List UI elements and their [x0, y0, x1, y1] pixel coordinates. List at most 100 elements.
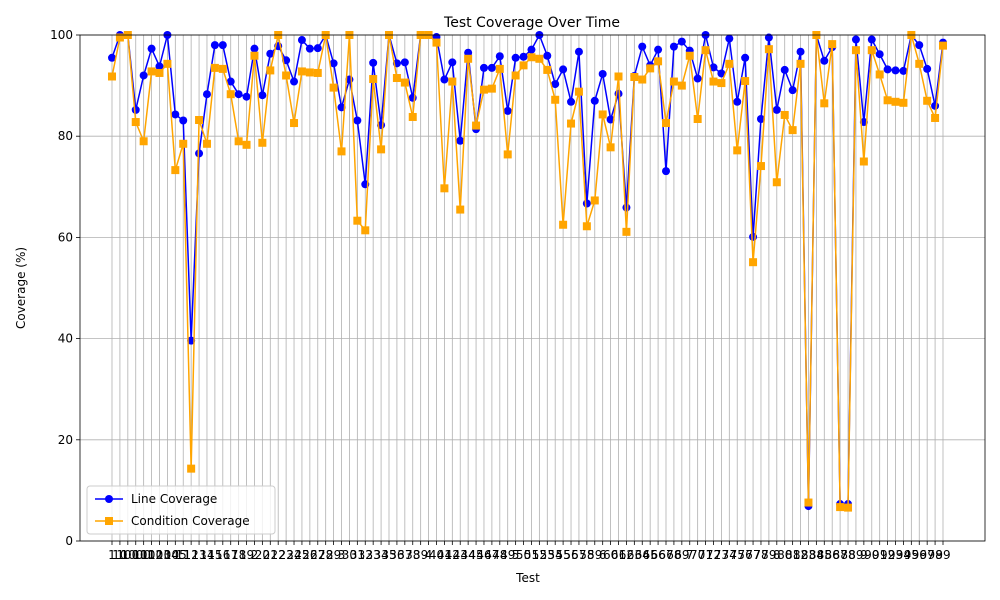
x-tick-label: 105	[164, 548, 187, 562]
marker	[511, 71, 520, 80]
marker	[788, 126, 797, 135]
x-tick-label: 96	[912, 548, 927, 562]
marker	[701, 46, 710, 55]
marker	[733, 97, 742, 106]
marker	[780, 110, 789, 119]
marker	[590, 196, 599, 205]
marker	[353, 116, 362, 125]
marker	[669, 77, 678, 86]
marker	[210, 41, 219, 50]
marker	[828, 40, 837, 49]
marker	[899, 66, 908, 75]
x-tick-label: 86	[825, 548, 840, 562]
marker	[567, 119, 576, 128]
x-tick-label: 91	[872, 548, 887, 562]
marker	[559, 220, 568, 229]
marker	[147, 67, 156, 76]
marker	[155, 68, 164, 77]
marker	[369, 75, 378, 84]
marker	[258, 138, 267, 147]
x-tick-label: 53	[540, 548, 555, 562]
x-tick-label: 87	[832, 548, 847, 562]
marker	[622, 203, 631, 212]
x-tick-label: 70	[690, 548, 705, 562]
x-tick-label: 92	[880, 548, 895, 562]
marker	[503, 150, 512, 159]
marker	[195, 149, 204, 158]
marker	[242, 140, 251, 149]
marker	[456, 136, 465, 145]
x-tick-label: 22	[271, 548, 286, 562]
x-tick-label: 32	[358, 548, 373, 562]
x-tick-label: 39	[413, 548, 428, 562]
x-tick-label: 99	[935, 548, 950, 562]
marker	[875, 70, 884, 79]
x-tick-label: 33	[366, 548, 381, 562]
marker	[479, 85, 488, 94]
marker	[456, 205, 465, 214]
x-tick-label: 10	[112, 548, 127, 562]
marker	[234, 90, 243, 99]
marker	[353, 216, 362, 225]
marker	[567, 97, 576, 106]
marker	[535, 54, 544, 63]
marker	[741, 77, 750, 86]
marker	[519, 61, 528, 70]
marker	[725, 59, 734, 68]
marker	[226, 90, 235, 99]
marker	[329, 83, 338, 92]
marker	[931, 113, 940, 122]
legend: Line Coverage Condition Coverage	[86, 485, 276, 535]
x-tick-label: 28	[318, 548, 333, 562]
marker	[266, 66, 275, 75]
marker	[472, 121, 481, 130]
marker	[202, 90, 211, 99]
legend-label: Condition Coverage	[131, 514, 250, 528]
x-tick-label: 85	[817, 548, 832, 562]
marker	[915, 59, 924, 68]
marker	[859, 157, 868, 166]
x-tick-label: 42	[445, 548, 460, 562]
marker	[551, 80, 560, 89]
x-tick-label: 57	[571, 548, 586, 562]
marker	[377, 145, 386, 154]
x-tick-label: 41	[437, 548, 452, 562]
marker	[250, 44, 259, 53]
marker	[662, 119, 670, 128]
marker	[519, 52, 528, 61]
marker	[788, 86, 797, 95]
x-tick-label: 5	[512, 548, 520, 562]
x-tick-label: 14	[199, 548, 214, 562]
x-tick-label: 66	[650, 548, 665, 562]
marker	[867, 46, 876, 55]
marker	[844, 503, 853, 512]
x-tick-label: 8	[773, 548, 781, 562]
x-tick-label: 36	[389, 548, 404, 562]
marker	[313, 68, 322, 77]
x-tick-label: 6	[599, 548, 607, 562]
marker	[195, 116, 204, 125]
y-tick-label: 60	[58, 230, 73, 244]
x-tick-label: 82	[793, 548, 808, 562]
legend-label: Line Coverage	[131, 492, 217, 506]
marker	[709, 77, 718, 86]
x-tick-label: 20	[255, 548, 270, 562]
marker	[258, 91, 267, 100]
marker	[432, 38, 441, 47]
x-tick-label: 54	[548, 548, 563, 562]
marker	[764, 33, 773, 42]
x-tick-label: 18	[231, 548, 246, 562]
marker	[764, 45, 773, 54]
x-tick-label: 43	[453, 548, 468, 562]
marker	[487, 84, 496, 93]
x-tick-label: 89	[848, 548, 863, 562]
marker	[139, 137, 148, 146]
marker	[495, 64, 504, 73]
plot	[108, 31, 947, 512]
marker	[187, 336, 196, 345]
marker	[448, 77, 457, 86]
marker	[820, 56, 829, 65]
x-tick-label: 67	[658, 548, 673, 562]
x-tick-label: 24	[286, 548, 301, 562]
